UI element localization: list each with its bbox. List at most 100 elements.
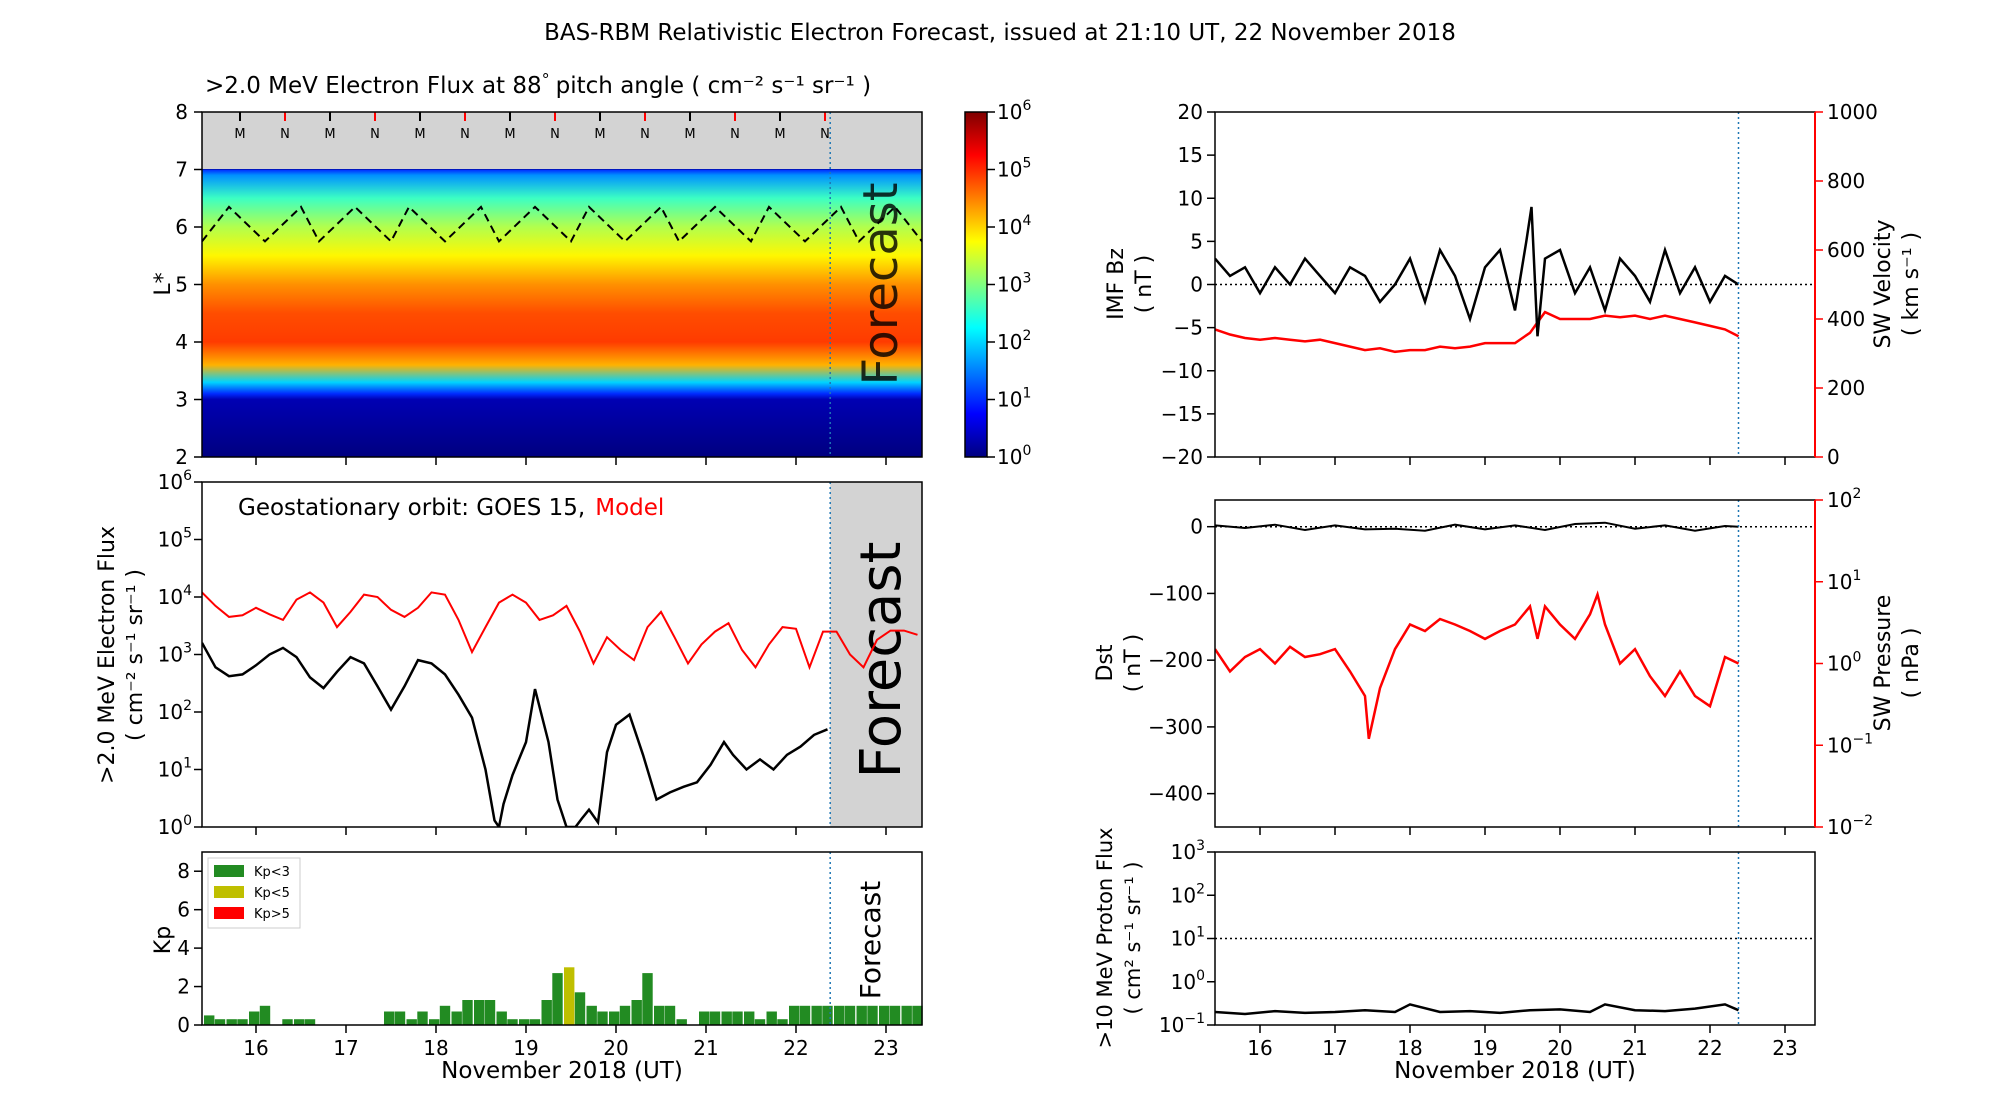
kp-bar (856, 1005, 867, 1025)
dashed-boundary-line (202, 205, 922, 244)
orbit-marker-label: M (234, 127, 245, 142)
imf-ytick-label: −5 (1174, 316, 1203, 340)
proton-xtick-label: 20 (1547, 1036, 1572, 1060)
dst-ylabel-line1: Dst (1093, 644, 1118, 681)
kp-bar (597, 1011, 608, 1025)
sw-pressure-ytick-label: 102 (1827, 486, 1861, 512)
flux-map-ytick-label: 6 (175, 215, 188, 239)
kp-bar (496, 1011, 507, 1025)
kp-bar (507, 1019, 518, 1025)
kp-bar (631, 1000, 642, 1025)
geo-flux-ylabel-line1: >2.0 MeV Electron Flux (95, 526, 120, 784)
flux-map-ytick-label: 3 (175, 388, 188, 412)
imf-ytick-label: 20 (1178, 100, 1203, 124)
forecast-watermark-c: Forecast (854, 881, 887, 1000)
orbit-marker-label: N (460, 127, 470, 142)
kp-frame (201, 851, 923, 1026)
flux-map-title: >2.0 MeV Electron Flux at 88° pitch angle… (205, 70, 871, 99)
sw-velocity-ytick-label: 400 (1827, 307, 1865, 331)
kp-bars (204, 967, 923, 1025)
dst-ytick-label: −300 (1148, 715, 1203, 739)
forecast-shade-b (830, 482, 922, 827)
proton-ytick-label: 103 (1171, 838, 1205, 864)
geo-flux-ytick-label: 101 (158, 756, 192, 782)
proton-xtick-label: 17 (1322, 1036, 1347, 1060)
kp-bar (867, 1005, 878, 1025)
kp-x-axis: 16 17 18 19 20 21 22 23 (243, 1025, 899, 1060)
imf-ytick-label: −15 (1161, 402, 1203, 426)
kp-bar (406, 1019, 417, 1025)
imf-ylabel-line2: ( nT ) (1132, 255, 1157, 314)
flux-map-field (202, 169, 922, 457)
kp-bar (394, 1011, 406, 1025)
goes15-flux-line (202, 642, 828, 827)
orbit-marker-label: N (280, 127, 290, 142)
proton-flux-line (1215, 1003, 1739, 1016)
kp-bar (901, 1005, 912, 1025)
forecast-watermark-b: Forecast (849, 542, 914, 779)
sw-pressure-line (1215, 590, 1740, 740)
geo-flux-legend-prefix: Geostationary orbit: GOES 15, (238, 495, 585, 521)
colorbar-tick-label: 104 (997, 213, 1031, 239)
geo-flux-ytick-label: 102 (158, 698, 192, 724)
colorbar-tick-label: 103 (997, 271, 1031, 297)
orbit-marker-label: N (550, 127, 560, 142)
kp-bar (259, 1005, 271, 1025)
kp-ytick-label: 6 (177, 898, 190, 922)
proton-ytick-label: 10−1 (1159, 1011, 1205, 1037)
flux-map-ytick-label: 7 (175, 158, 188, 182)
kp-bar (541, 1000, 552, 1025)
colorbar-ticks: 100 101 102 103 104 105 106 (987, 98, 1031, 469)
dst-frame (1214, 499, 1816, 828)
orbit-marker-label: N (820, 127, 830, 142)
colorbar-tick-label: 101 (997, 386, 1031, 412)
kp-legend: Kp<3 Kp<5 Kp>5 (207, 857, 301, 929)
dst-ytick-label: −100 (1148, 581, 1203, 605)
orbit-marker-label: M (774, 127, 785, 142)
kp-ylabel: Kp (151, 926, 176, 954)
sw-pressure-ytick-label: 101 (1827, 568, 1861, 594)
kp-bar (642, 973, 653, 1025)
kp-bar (519, 1019, 530, 1025)
orbit-marker-label: M (414, 127, 425, 142)
kp-bar (744, 1011, 755, 1025)
proton-xtick-label: 22 (1697, 1036, 1722, 1060)
model-flux-line (202, 591, 918, 671)
proton-ylabel-line2: ( cm² s⁻¹ sr⁻¹ ) (1121, 861, 1145, 1014)
colorbar-gradient (964, 111, 988, 458)
colorbar-tick-label: 106 (997, 98, 1031, 124)
flux-map-ytick-label: 8 (175, 100, 188, 124)
kp-bar (574, 992, 586, 1025)
kp-legend-lt3: Kp<3 (254, 865, 290, 880)
geo-flux-ytick-label: 103 (158, 641, 192, 667)
kp-bar (754, 1019, 766, 1025)
kp-bar (529, 1019, 541, 1025)
imf-panel: −20 −15 −10 −5 0 5 10 15 20 0 200 400 600 800 1000 IM… (1104, 100, 1924, 469)
kp-bar (912, 1005, 923, 1025)
proton-xtick-label: 18 (1397, 1036, 1422, 1060)
kp-bar (822, 1005, 833, 1025)
dst-ytick-label: 0 (1190, 515, 1203, 539)
kp-xtick-label: 23 (873, 1036, 898, 1060)
geo-flux-legend-model: Model (595, 495, 664, 521)
kp-bar (204, 1015, 215, 1025)
proton-panel: 10−1 100 101 102 103 >10 MeV Proton Flux ( c… (1093, 827, 1816, 1084)
proton-ytick-label: 101 (1171, 925, 1205, 951)
geo-flux-y-axis: 100 101 102 103 104 105 106 (158, 468, 887, 839)
kp-bar (609, 1011, 620, 1025)
kp-bar (811, 1005, 822, 1025)
kp-bar (889, 1005, 901, 1025)
kp-xtick-label: 17 (333, 1036, 358, 1060)
geo-flux-ytick-label: 105 (158, 526, 192, 552)
kp-ytick-label: 8 (177, 859, 190, 883)
kp-bar (844, 1005, 856, 1025)
sw-pressure-ylabel-line2: ( nPa ) (1899, 628, 1924, 699)
geo-flux-panel: Forecast 100 101 102 103 104 105 106 Geostatio… (95, 468, 923, 839)
dst-line (1215, 521, 1739, 532)
geo-flux-legend: Geostationary orbit: GOES 15, Model (238, 495, 664, 521)
proton-ytick-label: 100 (1171, 968, 1205, 994)
proton-ytick-label: 102 (1171, 881, 1205, 907)
